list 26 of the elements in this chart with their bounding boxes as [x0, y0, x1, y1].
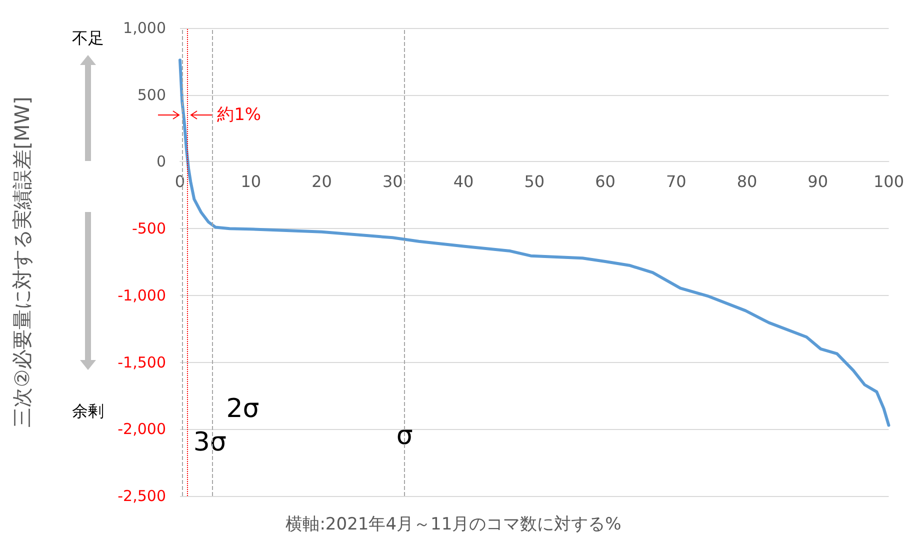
y-axis-title: 三次②必要量に対する実績誤差[MW] [10, 96, 34, 428]
text: 余剰 [72, 402, 104, 420]
ref-line-label: 2σ [226, 394, 260, 424]
x-tick-label: 50 [524, 172, 545, 192]
y-tick-label: 500 [137, 86, 166, 104]
y-tick-label: -2,500 [118, 487, 166, 505]
x-tick-label: 90 [808, 172, 828, 192]
x-tick-label: 40 [453, 172, 474, 192]
x-tick-label: 20 [312, 172, 332, 192]
y-tick-label: -2,000 [118, 420, 166, 438]
text: 不足 [72, 28, 104, 48]
x-axis-title: 横軸:2021年4月～11月のコマ数に対する% [286, 514, 622, 534]
y-tick-label: -500 [132, 220, 166, 238]
x-tick-label: 60 [595, 172, 616, 192]
x-tick-label: 80 [736, 172, 758, 192]
ref-line-label: σ [396, 420, 413, 451]
x-tick-label: 70 [666, 172, 686, 192]
y-tick-label: -1,500 [118, 353, 166, 372]
x-tick-label: 30 [382, 172, 403, 192]
ref-line-label: 約1% [217, 104, 262, 125]
y-tick-label: -1,000 [118, 286, 166, 304]
y-tick-label: 1,000 [123, 19, 166, 37]
x-tick-label: 100 [873, 172, 904, 192]
x-tick-label: 10 [240, 172, 262, 192]
ref-line-label: 3σ [193, 428, 226, 458]
y-tick-label: 0 [156, 152, 166, 171]
